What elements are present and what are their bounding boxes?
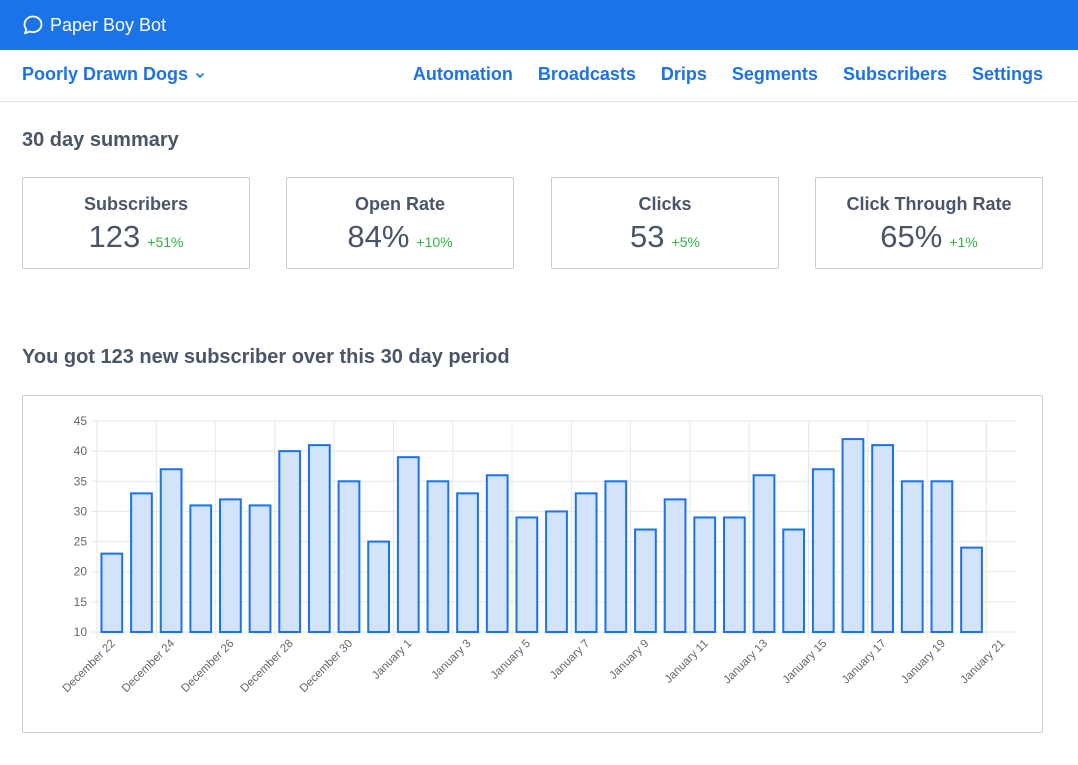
- x-tick-label: January 3: [429, 638, 473, 682]
- bar: [189, 504, 213, 633]
- stat-value: 65%: [880, 219, 943, 254]
- bar: [545, 510, 568, 633]
- x-tick-label: December 24: [120, 637, 178, 695]
- bar: [485, 474, 509, 633]
- nav-automation[interactable]: Automation: [412, 64, 513, 84]
- nav-links: Automation Broadcasts Drips Segments Sub…: [413, 64, 1043, 85]
- app-title: Paper Boy Bot: [50, 14, 167, 35]
- x-tick-label: January 21: [959, 638, 1008, 687]
- bar: [515, 516, 539, 633]
- stat-value: 53: [630, 219, 665, 254]
- stat-card-clicks: Clicks 53 +5%: [551, 177, 779, 269]
- bar: [663, 498, 687, 633]
- bar: [248, 504, 272, 633]
- workspace-dropdown[interactable]: Poorly Drawn Dogs: [22, 64, 206, 85]
- chat-bubble-icon: [23, 15, 43, 35]
- y-tick-label: 10: [74, 625, 88, 639]
- x-tick-label: January 15: [781, 638, 830, 687]
- nav-segments[interactable]: Segments: [731, 64, 818, 84]
- stat-delta: +5%: [671, 234, 700, 250]
- x-tick-label: January 19: [899, 638, 948, 687]
- stat-label: Subscribers: [83, 194, 189, 214]
- x-tick-label: January 13: [721, 638, 770, 687]
- bar: [930, 480, 954, 633]
- stat-label: Open Rate: [354, 194, 446, 214]
- bar: [900, 480, 924, 633]
- y-tick-label: 30: [74, 504, 88, 518]
- nav-drips[interactable]: Drips: [660, 64, 707, 84]
- stat-delta: +51%: [147, 234, 184, 250]
- stat-label: Clicks: [638, 194, 692, 214]
- x-tick-label: January 1: [370, 638, 414, 682]
- y-tick-label: 35: [74, 474, 88, 488]
- x-tick-label: December 28: [239, 638, 296, 695]
- x-tick-label: December 26: [179, 638, 236, 695]
- stat-card-click-through-rate: Click Through Rate 65% +1%: [815, 177, 1043, 269]
- x-tick-label: January 7: [548, 638, 592, 682]
- x-tick-label: January 5: [489, 638, 533, 682]
- bar: [574, 492, 598, 634]
- nav-broadcasts[interactable]: Broadcasts: [537, 64, 636, 84]
- bar: [960, 546, 983, 634]
- chevron-down-icon: [195, 72, 205, 78]
- bar: [604, 480, 628, 633]
- x-tick-label: January 11: [663, 638, 711, 686]
- y-tick-label: 40: [74, 444, 88, 458]
- chart-section-title: You got 123 new subscriber over this 30 …: [22, 346, 510, 368]
- y-tick-label: 20: [74, 565, 88, 579]
- bar: [841, 438, 865, 634]
- summary-title: 30 day summary: [22, 129, 179, 151]
- x-tick-label: January 17: [840, 638, 889, 687]
- y-tick-label: 25: [74, 535, 88, 549]
- bar: [278, 450, 302, 634]
- subscriber-chart-card: 10 15 20 25 30 35 40 45 December 22 December 24 De…: [22, 395, 1043, 733]
- main-nav: Poorly Drawn Dogs Automation Broadcasts …: [0, 50, 1078, 102]
- bar: [456, 492, 479, 634]
- bar: [159, 468, 183, 633]
- bar: [782, 528, 806, 633]
- bar: [426, 480, 450, 633]
- app-brand[interactable]: Paper Boy Bot: [22, 14, 166, 36]
- stat-card-subscribers: Subscribers 123 +51%: [22, 177, 250, 269]
- bar: [396, 456, 420, 633]
- x-tick-label: December 22: [61, 638, 118, 695]
- top-bar: Paper Boy Bot: [0, 0, 1078, 50]
- bar: [722, 516, 746, 633]
- stat-label: Click Through Rate: [846, 194, 1012, 214]
- workspace-name: Poorly Drawn Dogs: [22, 64, 189, 84]
- nav-settings[interactable]: Settings: [971, 64, 1043, 84]
- bar: [337, 480, 361, 633]
- stat-card-open-rate: Open Rate 84% +10%: [286, 177, 514, 269]
- bar: [307, 444, 331, 633]
- bar: [634, 528, 657, 633]
- y-tick-label: 45: [74, 414, 88, 428]
- bar: [130, 492, 153, 634]
- stat-value: 123: [88, 219, 141, 254]
- bar: [219, 498, 242, 633]
- bar: [811, 468, 835, 633]
- bar: [367, 540, 391, 633]
- bar: [693, 516, 717, 633]
- x-tick-label: December 30: [298, 638, 355, 695]
- bar: [871, 444, 894, 633]
- stat-delta: +10%: [416, 234, 453, 250]
- stat-delta: +1%: [949, 234, 978, 250]
- y-tick-label: 15: [74, 595, 88, 609]
- x-tick-label: January 9: [607, 638, 651, 682]
- nav-subscribers[interactable]: Subscribers: [842, 64, 947, 84]
- bar: [100, 552, 124, 633]
- stat-value: 84%: [347, 219, 410, 254]
- bar: [752, 474, 776, 633]
